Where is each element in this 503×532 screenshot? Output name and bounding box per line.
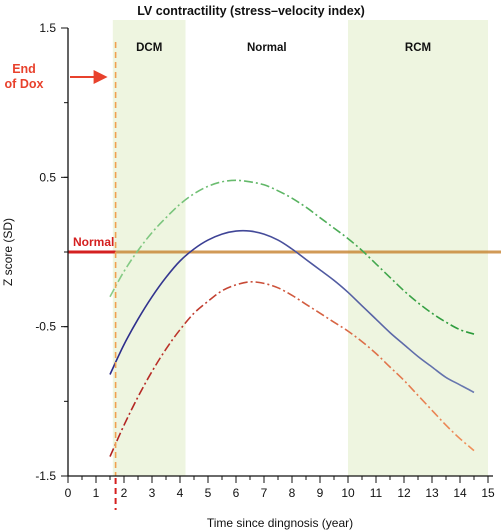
y-tick-label: 1.5 [39, 21, 56, 35]
series-line-2 [109, 281, 475, 457]
x-tick-label: 15 [481, 486, 495, 500]
x-tick-label: 3 [149, 486, 156, 500]
series-line-0 [109, 229, 475, 394]
region-label-dcm: DCM [136, 42, 162, 54]
x-tick-label: 2 [121, 486, 128, 500]
x-tick-label: 1 [93, 486, 100, 500]
reference-line: Normal [68, 235, 501, 254]
region-band-dcm [112, 20, 186, 476]
x-tick-label: 14 [453, 486, 467, 500]
x-tick-label: 8 [289, 486, 296, 500]
x-tick-label: 11 [370, 486, 383, 500]
chart-title: LV contractility (stress–velocity index) [137, 4, 365, 18]
x-tick-label: 7 [261, 486, 268, 500]
y-tick-label: -1.5 [35, 469, 56, 483]
y-axis-label: Z score (SD) [1, 218, 15, 286]
x-tick-label: 5 [205, 486, 212, 500]
x-tick-label: 4 [177, 486, 184, 500]
region-labels: DCM Normal RCM [136, 42, 431, 54]
series-line-1 [109, 179, 475, 335]
x-tick-label: 0 [65, 486, 72, 500]
x-tick-label: 12 [397, 486, 411, 500]
event-label-line1: End [12, 62, 36, 76]
region-bands [112, 20, 488, 476]
y-tick-label: 0.5 [39, 170, 56, 184]
region-label-rcm: RCM [405, 42, 431, 54]
x-tick-label: 6 [233, 486, 240, 500]
y-axis-ticks: 1.5 0.5 -0.5 -1.5 [35, 21, 68, 483]
region-band-rcm [348, 20, 488, 476]
event-arrow-head [93, 70, 108, 84]
x-tick-label: 9 [317, 486, 324, 500]
x-axis-label: Time since dingnosis (year) [207, 516, 353, 530]
y-tick-label: -0.5 [35, 320, 56, 334]
x-axis-ticks: 0 1 2 3 4 5 6 7 8 9 10 11 12 13 14 15 [65, 476, 495, 500]
x-tick-label: 10 [341, 486, 355, 500]
reference-line-label: Normal [73, 235, 114, 249]
region-label-normal: Normal [247, 42, 287, 54]
x-tick-label: 13 [425, 486, 439, 500]
series-lines [109, 179, 475, 457]
event-label-line2: of Dox [5, 77, 44, 91]
region-band-normal [185, 20, 348, 476]
